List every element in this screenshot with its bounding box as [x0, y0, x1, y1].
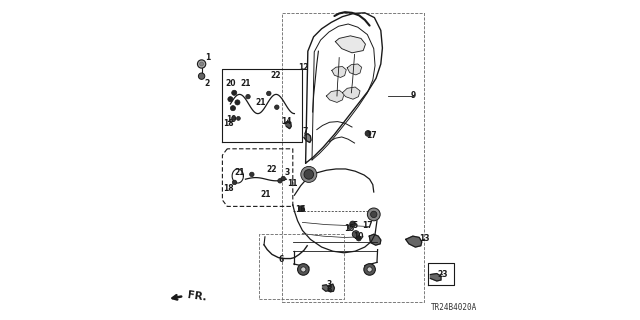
- Text: 18: 18: [223, 184, 234, 193]
- Text: 11: 11: [287, 180, 298, 188]
- Text: 14: 14: [281, 117, 292, 126]
- Circle shape: [250, 172, 254, 177]
- Circle shape: [232, 116, 236, 120]
- Circle shape: [365, 131, 371, 136]
- Circle shape: [304, 170, 314, 179]
- Circle shape: [348, 225, 352, 229]
- Text: 20: 20: [226, 79, 236, 88]
- Polygon shape: [326, 90, 344, 102]
- Circle shape: [353, 231, 360, 238]
- Text: 21: 21: [255, 98, 266, 107]
- Circle shape: [230, 106, 236, 111]
- Text: 2: 2: [205, 79, 210, 88]
- Text: 19: 19: [226, 116, 236, 124]
- Text: 21: 21: [235, 168, 245, 177]
- Text: TR24B4020A: TR24B4020A: [431, 303, 477, 312]
- Text: 23: 23: [437, 270, 447, 279]
- Polygon shape: [332, 67, 346, 77]
- Circle shape: [228, 97, 233, 102]
- Text: 3: 3: [285, 168, 290, 177]
- Circle shape: [281, 176, 285, 181]
- Text: 22: 22: [266, 165, 276, 174]
- Polygon shape: [430, 274, 441, 281]
- Circle shape: [198, 73, 205, 79]
- Polygon shape: [304, 134, 311, 142]
- Circle shape: [298, 206, 305, 212]
- Circle shape: [275, 105, 279, 109]
- Circle shape: [367, 208, 380, 221]
- Circle shape: [301, 267, 306, 272]
- Text: 15: 15: [344, 224, 355, 233]
- Text: 22: 22: [271, 71, 281, 80]
- Text: 1: 1: [205, 53, 210, 62]
- Polygon shape: [335, 36, 365, 53]
- Circle shape: [237, 116, 241, 120]
- Text: 17: 17: [366, 132, 376, 140]
- Circle shape: [232, 90, 237, 95]
- Text: 9: 9: [410, 92, 415, 100]
- Text: 6: 6: [279, 255, 284, 264]
- Text: 3: 3: [327, 280, 332, 289]
- Circle shape: [266, 91, 271, 96]
- Polygon shape: [285, 121, 291, 129]
- Circle shape: [364, 264, 375, 275]
- Circle shape: [367, 267, 372, 272]
- Text: 21: 21: [240, 79, 251, 88]
- Circle shape: [197, 60, 206, 68]
- Text: FR.: FR.: [186, 290, 207, 303]
- Text: 18: 18: [223, 119, 234, 128]
- Circle shape: [356, 236, 362, 241]
- Circle shape: [232, 180, 237, 185]
- Circle shape: [278, 179, 282, 183]
- Polygon shape: [323, 285, 329, 291]
- Text: 8: 8: [326, 285, 332, 294]
- Polygon shape: [328, 284, 334, 292]
- Circle shape: [349, 221, 356, 227]
- Circle shape: [371, 211, 377, 218]
- Text: 16: 16: [296, 205, 306, 214]
- Circle shape: [301, 166, 317, 182]
- Text: 7: 7: [303, 127, 308, 136]
- Text: 10: 10: [353, 232, 364, 241]
- Text: 12: 12: [298, 63, 308, 72]
- Text: 17: 17: [362, 221, 372, 230]
- Text: 13: 13: [419, 234, 429, 243]
- Polygon shape: [348, 64, 362, 75]
- Circle shape: [200, 62, 204, 66]
- Circle shape: [235, 100, 240, 105]
- Text: 5: 5: [353, 221, 358, 230]
- Polygon shape: [369, 234, 381, 245]
- Text: 21: 21: [260, 190, 271, 199]
- Circle shape: [246, 94, 250, 99]
- Circle shape: [298, 264, 309, 275]
- Polygon shape: [342, 87, 360, 99]
- Polygon shape: [406, 236, 422, 247]
